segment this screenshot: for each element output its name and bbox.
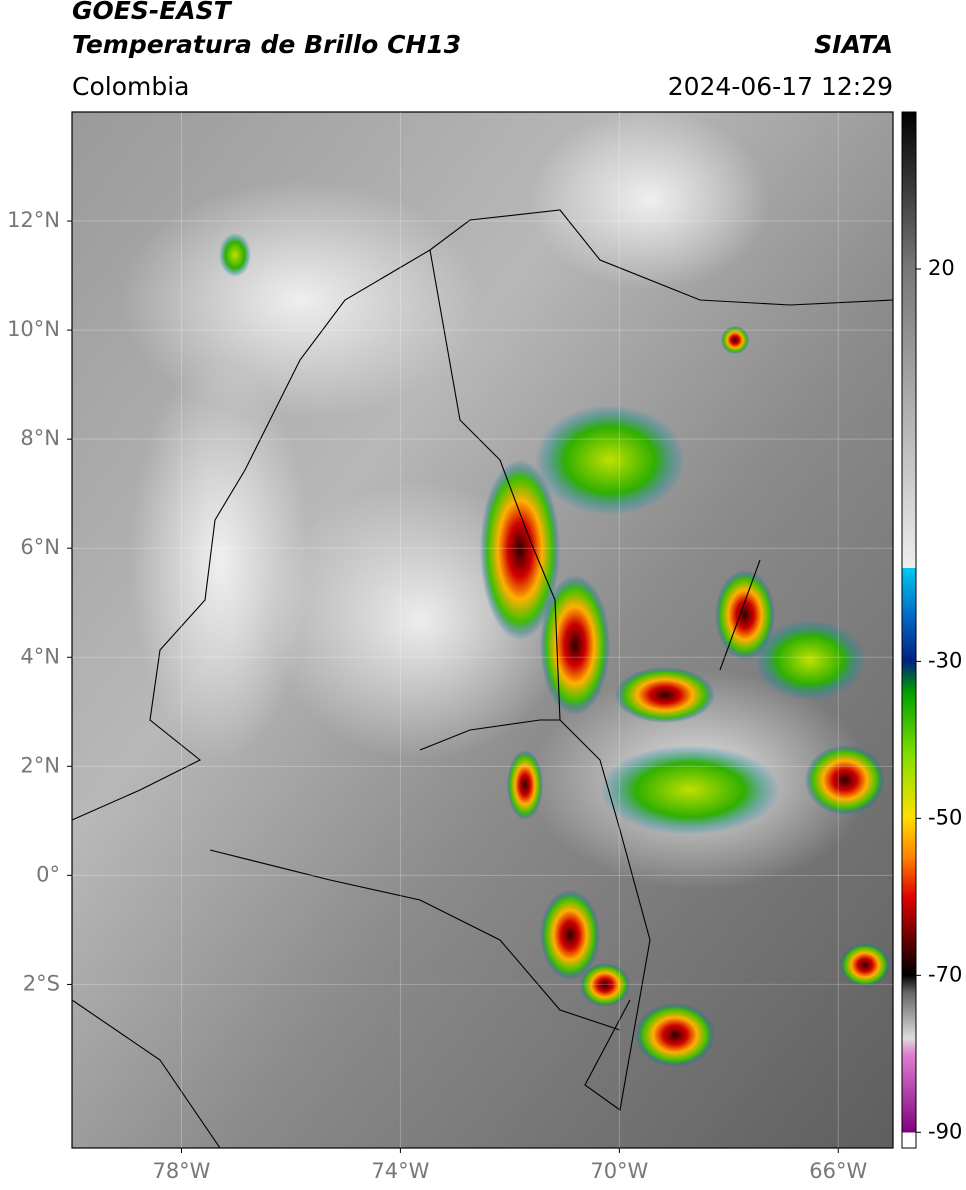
colorbar-label: -50 [928,805,962,829]
colorbar-label: 20 [928,256,955,280]
map-frame [71,111,894,1149]
y-tick-label: 0° [36,862,60,886]
colorbar-label: -30 [928,648,962,672]
timestamp: 2024-06-17 12:29 [667,72,893,101]
borders [71,209,894,1149]
colorbar-label: -70 [928,962,962,986]
subtitle: Temperatura de Brillo CH13 [72,30,462,59]
cloud-texture [120,110,870,890]
x-tick-label: 66°W [809,1159,867,1183]
y-tick-label: 2°N [20,753,60,777]
x-tick-label: 70°W [590,1159,648,1183]
y-tick-label: 6°N [20,535,60,559]
convective-cells [219,233,890,1067]
colorbar [901,111,917,1149]
y-tick-label: 8°N [20,426,60,450]
y-tick-label: 10°N [7,317,60,341]
satellite-image [72,112,893,1148]
y-tick-label: 4°N [20,644,60,668]
title: GOES-EAST [72,0,231,25]
y-tick-label: 2°S [23,971,60,995]
source: SIATA [814,30,893,59]
x-tick-label: 78°W [152,1159,210,1183]
colorbar-label: -90 [928,1119,962,1143]
y-tick-label: 12°N [7,208,60,232]
x-tick-label: 74°W [371,1159,429,1183]
region: Colombia [72,72,190,101]
